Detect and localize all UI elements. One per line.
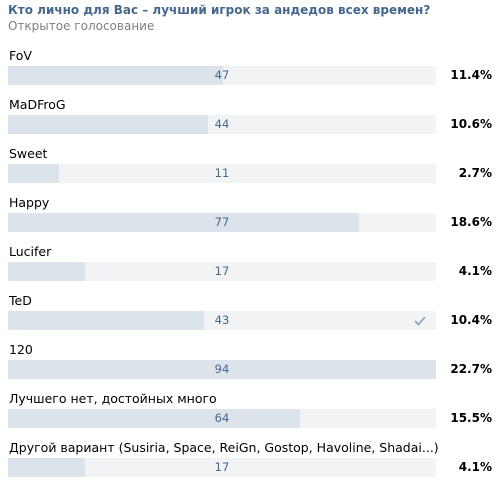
option-vote-count: 94: [214, 362, 230, 376]
poll-options: FoV 47 11.4% MaDFroG 44 10.6% Sweet 11 2.7% Happy…: [8, 36, 494, 477]
poll-option[interactable]: MaDFroG 44 10.6%: [8, 85, 494, 134]
option-percent: 2.7%: [458, 166, 492, 180]
option-percent: 4.1%: [458, 460, 492, 474]
poll-option[interactable]: Happy 77 18.6%: [8, 183, 494, 232]
option-bar-fill: [8, 66, 223, 85]
option-vote-count: 64: [214, 411, 230, 425]
option-vote-count: 44: [214, 117, 230, 131]
option-vote-count: 11: [214, 166, 230, 180]
poll-question: Кто лично для Вас – лучший игрок за анде…: [8, 3, 431, 17]
option-bar[interactable]: 17: [8, 458, 436, 477]
option-bar[interactable]: 94: [8, 360, 436, 379]
poll-option[interactable]: Другой вариант (Susiria, Space, ReiGn, G…: [8, 428, 494, 477]
poll-option[interactable]: 120 94 22.7%: [8, 330, 494, 379]
option-percent: 15.5%: [450, 411, 492, 425]
option-bar-fill: [8, 360, 436, 379]
option-percent: 18.6%: [450, 215, 492, 229]
poll: Кто лично для Вас – лучший игрок за анде…: [8, 2, 494, 477]
option-percent: 10.6%: [450, 117, 492, 131]
option-label: Sweet: [9, 146, 48, 161]
option-bar[interactable]: 44: [8, 115, 436, 134]
option-percent: 22.7%: [450, 362, 492, 376]
option-vote-count: 17: [214, 460, 230, 474]
option-label: Lucifer: [9, 244, 52, 259]
option-vote-count: 47: [214, 68, 230, 82]
option-vote-count: 17: [214, 264, 230, 278]
option-bar-fill: [8, 164, 59, 183]
option-percent: 4.1%: [458, 264, 492, 278]
option-percent: 10.4%: [450, 313, 492, 327]
option-bar[interactable]: 17: [8, 262, 436, 281]
option-bar-fill: [8, 311, 204, 330]
option-vote-count: 77: [214, 215, 230, 229]
option-vote-count: 43: [214, 313, 230, 327]
option-bar-fill: [8, 409, 300, 428]
option-bar-fill: [8, 213, 359, 232]
poll-header: Кто лично для Вас – лучший игрок за анде…: [8, 2, 494, 36]
option-bar-fill: [8, 262, 85, 281]
option-bar-fill: [8, 115, 208, 134]
option-bar[interactable]: 11: [8, 164, 436, 183]
option-bar-fill: [8, 458, 85, 477]
option-label: TeD: [9, 293, 32, 308]
poll-option[interactable]: TeD 43 10.4%: [8, 281, 494, 330]
poll-option[interactable]: Лучшего нет, достойных много 64 15.5%: [8, 379, 494, 428]
option-label: Другой вариант (Susiria, Space, ReiGn, G…: [9, 440, 439, 455]
option-bar[interactable]: 77: [8, 213, 436, 232]
option-label: MaDFroG: [9, 97, 66, 112]
option-label: 120: [9, 342, 33, 357]
option-bar[interactable]: 64: [8, 409, 436, 428]
option-bar[interactable]: 47: [8, 66, 436, 85]
check-icon: [414, 316, 426, 326]
option-label: FoV: [9, 48, 32, 63]
option-percent: 11.4%: [450, 68, 492, 82]
poll-type: Открытое голосование: [8, 19, 155, 33]
option-label: Happy: [9, 195, 50, 210]
option-label: Лучшего нет, достойных много: [9, 391, 217, 406]
poll-option[interactable]: FoV 47 11.4%: [8, 36, 494, 85]
poll-option[interactable]: Lucifer 17 4.1%: [8, 232, 494, 281]
poll-option[interactable]: Sweet 11 2.7%: [8, 134, 494, 183]
option-bar[interactable]: 43: [8, 311, 436, 330]
